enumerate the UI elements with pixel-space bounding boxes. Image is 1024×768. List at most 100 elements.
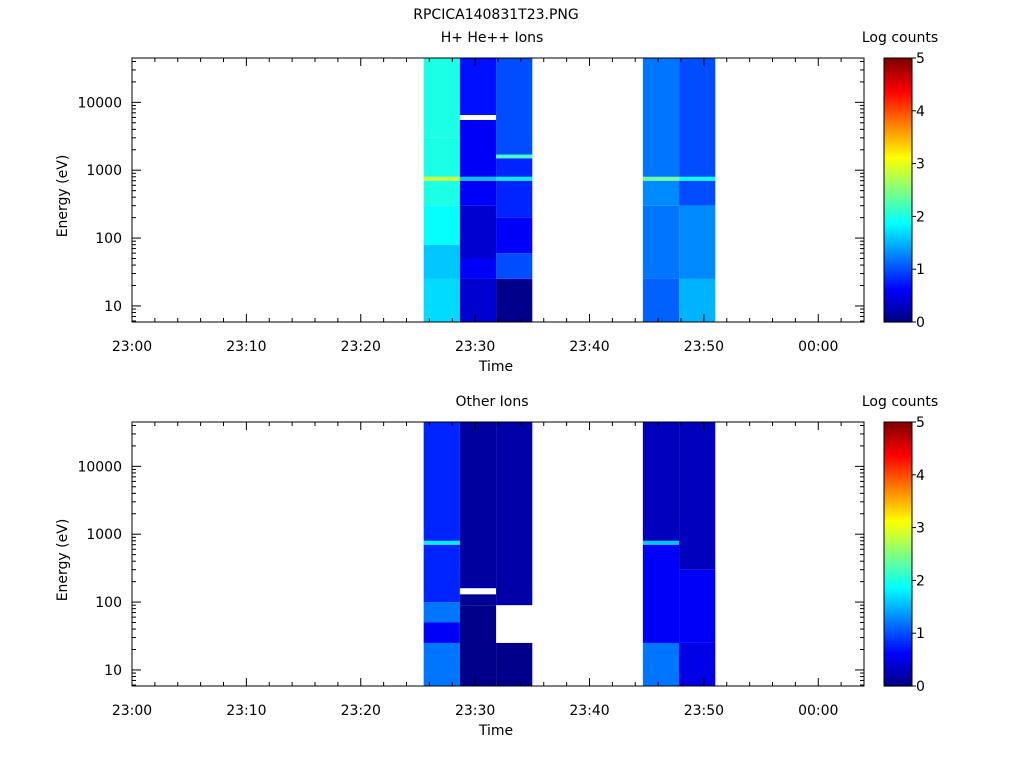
heatmap-cell: [423, 176, 460, 181]
colorbar-segment: [884, 572, 912, 576]
colorbar-segment: [884, 182, 912, 186]
heatmap-cell: [642, 544, 680, 643]
colorbar-segment: [884, 437, 912, 442]
colorbar-segment: [884, 638, 912, 642]
heatmap-cell: [642, 540, 680, 545]
colorbar-segment: [884, 670, 912, 674]
colorbar-segment: [884, 290, 912, 294]
colorbar-segment: [884, 535, 912, 539]
heatmap-cell: [496, 154, 533, 159]
colorbar-segment: [884, 179, 912, 183]
colorbar-segment: [884, 585, 912, 589]
colorbar-segment: [884, 208, 912, 212]
colorbar-tick-label: 2: [916, 573, 925, 589]
colorbar-segment: [884, 498, 912, 502]
colorbar-segment: [884, 234, 912, 239]
colorbar-segment: [884, 153, 912, 157]
heatmap-cell: [496, 217, 533, 254]
colorbar-segment: [884, 675, 912, 679]
heatmap-cell: [423, 205, 460, 245]
colorbar-segment: [884, 197, 912, 202]
colorbar-segment: [884, 269, 912, 273]
colorbar-segment: [884, 229, 912, 233]
heatmap-cell: [679, 180, 716, 206]
colorbar-segment: [884, 477, 912, 481]
colorbar-segment: [884, 213, 912, 217]
colorbar-segment: [884, 612, 912, 616]
colorbar-segment: [884, 664, 912, 669]
heatmap-cell: [423, 544, 460, 603]
colorbar-segment: [884, 559, 912, 563]
colorbar-segment: [884, 424, 912, 428]
colorbar-segment: [884, 556, 912, 560]
colorbar-segment: [884, 662, 912, 666]
colorbar-segment: [884, 68, 912, 72]
colorbar-segment: [884, 435, 912, 439]
colorbar-segment: [884, 126, 912, 130]
colorbar-segment: [884, 129, 912, 133]
colorbar-segment: [884, 564, 912, 568]
colorbar-segment: [884, 219, 912, 223]
colorbar-segment: [884, 311, 912, 315]
colorbar-segment: [884, 89, 912, 93]
heatmap-cells: [423, 58, 716, 322]
colorbar-segment: [884, 480, 912, 484]
colorbar-segment: [884, 84, 912, 88]
colorbar-segment: [884, 530, 912, 534]
x-tick-label: 23:00: [112, 703, 152, 719]
colorbar-segment: [884, 596, 912, 600]
colorbar-segment: [884, 277, 912, 281]
x-tick-label: 23:20: [341, 703, 381, 719]
colorbar-segment: [884, 116, 912, 120]
colorbar-segment: [884, 466, 912, 471]
colorbar-segment: [884, 279, 912, 283]
colorbar-segment: [884, 190, 912, 194]
heatmap-cell: [423, 244, 460, 279]
colorbar-segment: [884, 248, 912, 252]
heatmap-cell: [679, 569, 716, 643]
heatmap-cells: [423, 422, 716, 686]
colorbar-segment: [884, 314, 912, 318]
colorbar-segment: [884, 211, 912, 215]
y-tick-label: 1000: [86, 527, 122, 543]
colorbar-segment: [884, 501, 912, 505]
heatmap-cell: [679, 642, 716, 686]
heatmap-cell: [679, 278, 716, 322]
colorbar-segment: [884, 527, 912, 531]
colorbar-segment: [884, 524, 912, 529]
x-tick-label: 23:10: [226, 339, 266, 355]
colorbar-segment: [884, 625, 912, 629]
heatmap-cell: [459, 258, 497, 279]
colorbar-tick-label: 0: [916, 679, 925, 695]
colorbar-segment: [884, 105, 912, 109]
colorbar-segment: [884, 440, 912, 444]
colorbar-segment: [884, 298, 912, 302]
colorbar-segment: [884, 73, 912, 78]
heatmap-cell: [496, 278, 533, 322]
heatmap-cell: [423, 278, 460, 322]
colorbar-segment: [884, 285, 912, 289]
colorbar-segment: [884, 643, 912, 647]
heatmap-cell: [459, 180, 497, 206]
colorbar-tick-label: 2: [916, 209, 925, 225]
colorbar-segment: [884, 646, 912, 650]
colorbar-segment: [884, 195, 912, 199]
heatmap-cell: [496, 422, 533, 606]
y-tick-label: 10000: [77, 459, 122, 475]
colorbar-segment: [884, 131, 912, 136]
y-axis-label: Energy (eV): [55, 519, 71, 602]
colorbar-segment: [884, 593, 912, 597]
heatmap-cell: [423, 540, 460, 545]
colorbar-segment: [884, 604, 912, 608]
colorbar-segment: [884, 258, 912, 262]
colorbar-segment: [884, 87, 912, 91]
heatmap-cell: [423, 58, 460, 138]
colorbar-tick-label: 4: [916, 104, 925, 120]
heatmap-cell: [459, 119, 497, 177]
heatmap-cell: [423, 137, 460, 177]
heatmap-cell: [642, 278, 680, 322]
colorbar-segment: [884, 432, 912, 436]
y-axis-label: Energy (eV): [55, 155, 71, 238]
heatmap-cell: [496, 253, 533, 279]
colorbar-segment: [884, 150, 912, 154]
